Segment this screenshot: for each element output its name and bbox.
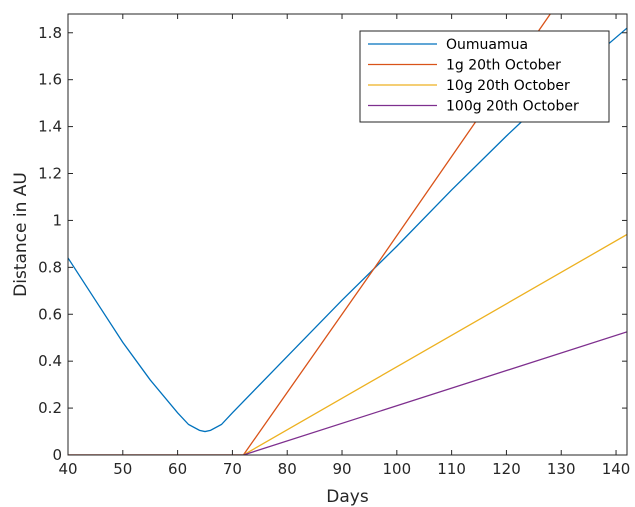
legend-box [359,30,610,123]
legend-label-2: 1g 20th October [446,58,561,74]
x-tick-label: 100 [383,460,412,478]
series-line-3 [68,233,627,455]
y-tick-label: 0.8 [38,258,62,276]
series-line-2 [68,14,551,455]
y-tick-label: 1.4 [38,118,62,136]
y-tick-label: 0 [52,446,62,464]
y-tick-label: 1.6 [38,71,62,89]
x-tick-label: 40 [58,460,77,478]
y-axis-ticks: 0 0.2 0.4 0.6 0.8 1 1.2 1.4 1.6 1.8 [38,24,627,464]
legend-label-4: 100g 20th October [446,99,579,115]
series-line-1 [68,27,627,433]
legend-label-1: Oumuamua [446,37,528,53]
y-tick-label: 0.4 [38,352,62,370]
x-tick-label: 80 [278,460,297,478]
x-tick-label: 110 [437,460,466,478]
x-tick-label: 70 [223,460,242,478]
y-tick-label: 1.8 [38,24,62,42]
x-tick-label: 120 [492,460,521,478]
legend: Oumuamua 1g 20th October 10g 20th October 1… [359,30,610,123]
x-axis-label: Days [326,487,369,507]
series-layer [68,14,627,455]
x-tick-label: 140 [602,460,631,478]
x-tick-label: 60 [168,460,187,478]
y-tick-label: 0.6 [38,305,62,323]
y-tick-label: 0.2 [38,399,62,417]
y-axis-label: Distance in AU [11,172,31,297]
x-tick-label: 130 [547,460,576,478]
x-tick-label: 50 [113,460,132,478]
y-tick-label: 1.2 [38,165,62,183]
x-tick-label: 90 [332,460,351,478]
series-line-4 [68,331,627,455]
y-tick-label: 1 [52,211,62,229]
x-axis-ticks: 40 50 60 70 80 90 100 110 120 130 140 [58,14,630,478]
axes-box [67,13,628,456]
legend-label-3: 10g 20th October [446,78,570,94]
